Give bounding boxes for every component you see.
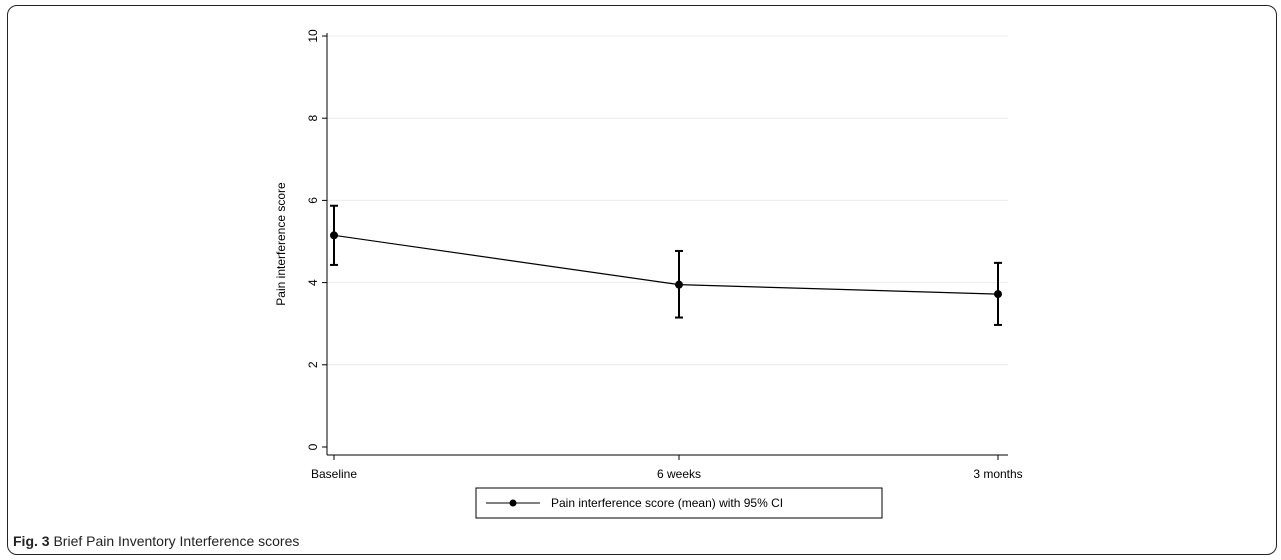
figure-frame	[7, 5, 1277, 555]
data-point	[330, 231, 338, 240]
figure-caption-text: Brief Pain Inventory Interference scores	[53, 533, 300, 549]
y-axis-title: Pain interference score	[274, 182, 288, 306]
legend-label: Pain interference score (mean) with 95% …	[551, 496, 783, 510]
legend: Pain interference score (mean) with 95% …	[475, 487, 883, 519]
data-point	[994, 290, 1002, 299]
x-tick-label: Baseline	[311, 467, 357, 481]
x-tick-label: 3 months	[973, 467, 1022, 481]
y-tick-label: 6	[306, 197, 320, 204]
x-axis-ticks: Baseline 6 weeks 3 months	[311, 455, 1023, 481]
y-tick-label: 0	[306, 443, 320, 450]
gridlines	[327, 35, 1008, 366]
y-tick-label: 4	[306, 279, 320, 286]
series-line	[333, 234, 999, 295]
y-tick-label: 2	[306, 361, 320, 368]
y-tick-label: 10	[306, 29, 320, 43]
figure-label: Fig. 3	[13, 533, 50, 549]
figure-caption: Fig. 3 Brief Pain Inventory Interference…	[13, 533, 299, 549]
y-axis-ticks: 0 2 4 6 8 10	[306, 29, 327, 450]
legend-marker	[509, 499, 517, 507]
x-tick-label: 6 weeks	[657, 467, 701, 481]
series-layer	[330, 204, 1002, 326]
legend-box	[475, 487, 883, 519]
y-tick-label: 8	[306, 115, 320, 122]
data-point	[675, 280, 683, 289]
